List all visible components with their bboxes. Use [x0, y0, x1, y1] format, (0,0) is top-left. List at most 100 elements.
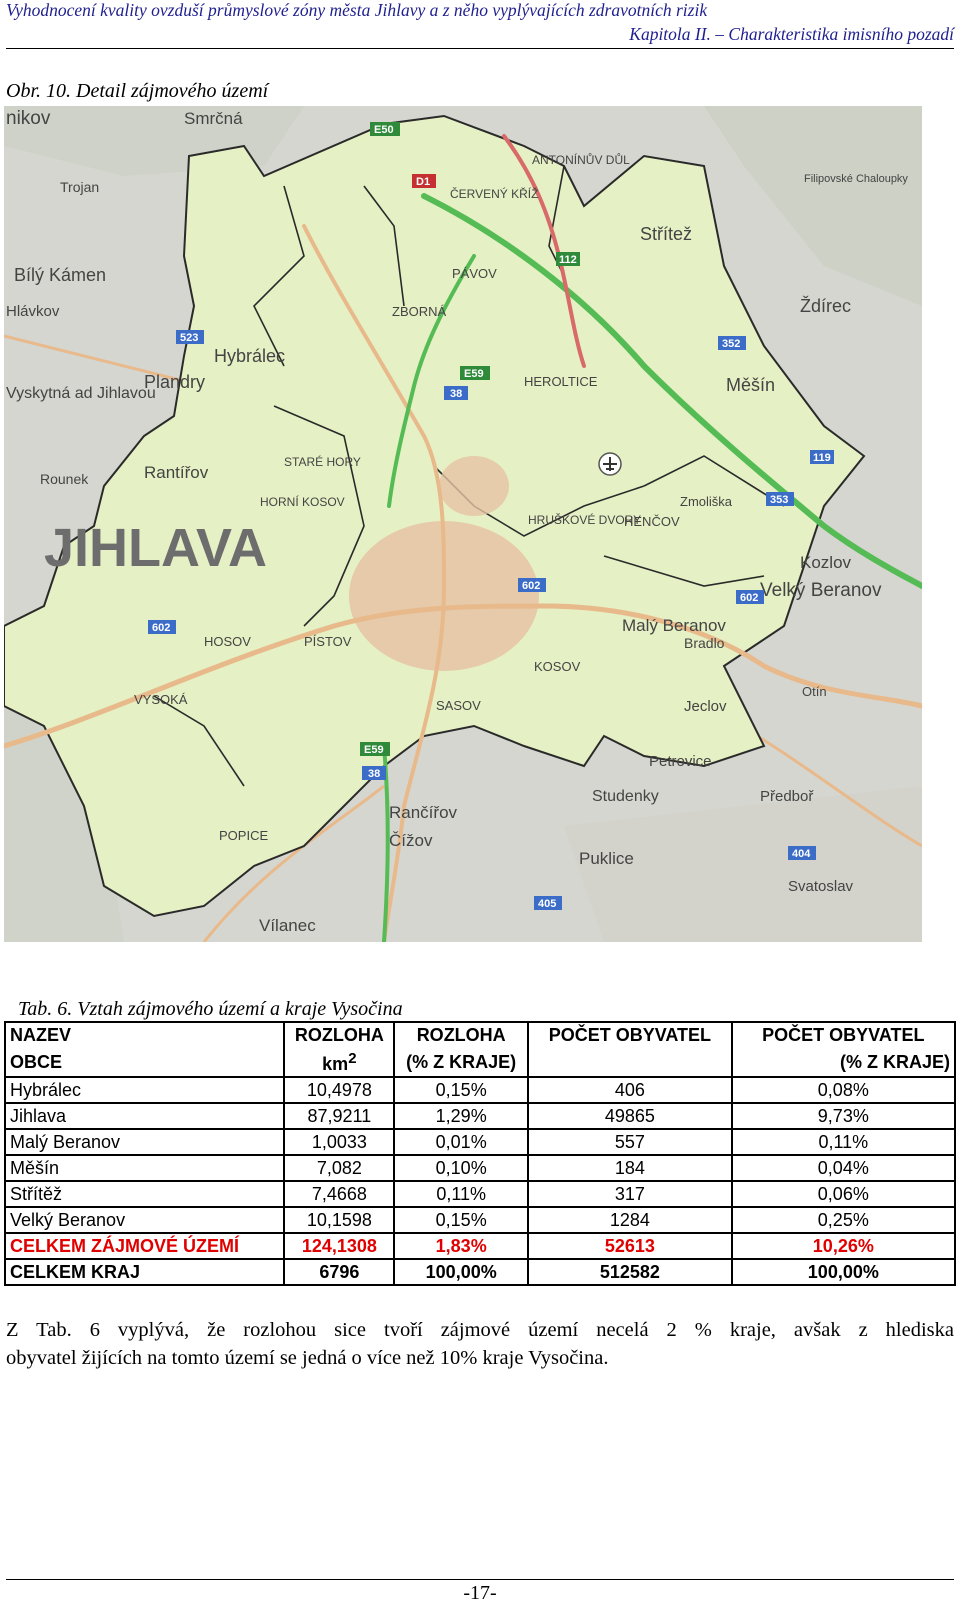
label-stritez: Střítež	[640, 224, 692, 244]
paragraph-line: Z Tab. 6 vyplývá, že rozlohou sice tvoří…	[6, 1319, 954, 1341]
table-caption: Tab. 6. Vztah zájmového území a kraje Vy…	[18, 998, 403, 1020]
label-pavov: PÁVOV	[452, 266, 497, 281]
label-cizov: Čížov	[389, 831, 433, 850]
header-cell: (% Z KRAJE)	[393, 1047, 530, 1078]
cell-area-pct: 100,00%	[393, 1258, 530, 1286]
cell-population: 317	[527, 1180, 733, 1208]
map-figure: JIHLAVA Hybrálec Bílý Kámen Plandry Vysk…	[4, 106, 922, 942]
header-cell: ROZLOHA	[283, 1021, 396, 1047]
table-row: Měšín 7,082 0,10% 184 0,04%	[3, 1154, 957, 1182]
label-stare-hory: STARÉ HORY	[284, 454, 361, 469]
cell-area-pct: 0,10%	[393, 1154, 530, 1182]
road-shield-602-center: 602	[522, 580, 540, 592]
road-shield-602-west: 602	[152, 622, 170, 634]
header-rule	[6, 48, 954, 49]
cell-name: Střítěž	[3, 1180, 286, 1208]
road-shield-112: 112	[559, 254, 577, 266]
cell-area: 10,4978	[283, 1076, 396, 1104]
label-zdirec: Ždírec	[800, 296, 851, 316]
header-cell: (% Z KRAJE)	[730, 1047, 957, 1078]
label-filipovske: Filipovské Chaloupky	[804, 173, 908, 185]
label-zmoliska: Zmoliška	[680, 494, 733, 509]
cell-population-pct: 10,26%	[730, 1232, 957, 1260]
cell-population: 1284	[527, 1206, 733, 1234]
table-total-row: CELKEM ZÁJMOVÉ ÚZEMÍ 124,1308 1,83% 5261…	[3, 1232, 957, 1260]
unit-text: km	[322, 1054, 349, 1074]
road-shield-e50: E50	[374, 124, 394, 136]
motorway-d1	[421, 193, 922, 589]
page-number: -17-	[463, 1582, 497, 1604]
paragraph-line: obyvatel žijících na tomto území se jedn…	[6, 1347, 609, 1369]
table-header-row: OBCE km2 (% Z KRAJE) (% Z KRAJE)	[3, 1047, 957, 1078]
figure-caption: Obr. 10. Detail zájmového území	[6, 80, 269, 102]
road-shield-352: 352	[722, 338, 740, 350]
label-svatoslav: Svatoslav	[788, 878, 854, 895]
label-pistov: PÍSTOV	[304, 634, 352, 649]
running-header-chapter: Kapitola II. – Charakteristika imisního …	[629, 24, 954, 44]
table-row: Hybrálec 10,4978 0,15% 406 0,08%	[3, 1076, 957, 1104]
label-zborna: ZBORNÁ	[392, 304, 447, 319]
road-shield-523: 523	[180, 332, 198, 344]
table-header-row: NAZEV ROZLOHA ROZLOHA POČET OBYVATEL POČ…	[3, 1021, 957, 1047]
label-antoninuv-dul: ANTONÍNŮV DŮL	[532, 152, 630, 167]
table-row: Velký Beranov 10,1598 0,15% 1284 0,25%	[3, 1206, 957, 1234]
cell-name: CELKEM ZÁJMOVÉ ÚZEMÍ	[3, 1232, 286, 1260]
cell-population-pct: 0,11%	[730, 1128, 957, 1156]
cell-name: Jihlava	[3, 1102, 286, 1130]
table-row: Jihlava 87,9211 1,29% 49865 9,73%	[3, 1102, 957, 1130]
cell-population: 406	[527, 1076, 733, 1104]
cell-population-pct: 9,73%	[730, 1102, 957, 1130]
cell-population: 557	[527, 1128, 733, 1156]
road-shield-e59-south: E59	[364, 744, 384, 756]
label-popice: POPICE	[219, 828, 268, 843]
road-shield-38: 38	[450, 388, 462, 400]
road-shield-353: 353	[770, 494, 788, 506]
cell-population-pct: 0,25%	[730, 1206, 957, 1234]
label-hybralec: Hybrálec	[214, 346, 285, 366]
label-trojan: Trojan	[60, 179, 99, 195]
airport-icon	[598, 452, 622, 476]
label-rantirov: Rantířov	[144, 463, 209, 482]
cell-name: Hybrálec	[3, 1076, 286, 1104]
label-bradlo: Bradlo	[684, 635, 725, 651]
cell-name: Měšín	[3, 1154, 286, 1182]
header-cell: ROZLOHA	[393, 1021, 530, 1047]
label-nikov: nikov	[6, 108, 51, 129]
cell-name: Malý Beranov	[3, 1128, 286, 1156]
label-hruskove-dvory: HRUŠKOVÉ DVORY	[528, 512, 641, 527]
study-area-boundary	[4, 114, 866, 918]
label-hencov: HENČOV	[624, 514, 680, 529]
cell-area-pct: 0,11%	[393, 1180, 530, 1208]
header-cell: OBCE	[3, 1047, 286, 1078]
label-bily-kamen: Bílý Kámen	[14, 265, 106, 285]
cell-population-pct: 100,00%	[730, 1258, 957, 1286]
body-paragraph: Z Tab. 6 vyplývá, že rozlohou sice tvoří…	[6, 1316, 954, 1372]
cell-population: 52613	[527, 1232, 733, 1260]
table-row: Malý Beranov 1,0033 0,01% 557 0,11%	[3, 1128, 957, 1156]
cell-area-pct: 1,83%	[393, 1232, 530, 1260]
label-hosov: HOSOV	[204, 634, 251, 649]
label-ranchirov: Rančířov	[389, 803, 458, 822]
label-petrovice: Petrovice	[649, 753, 712, 770]
label-herltice: HEROLTICE	[524, 374, 598, 389]
cell-area: 87,9211	[283, 1102, 396, 1130]
label-sasov: SASOV	[436, 698, 481, 713]
label-predbor: Předboř	[760, 788, 814, 805]
footer-rule	[6, 1579, 954, 1580]
cell-area: 6796	[283, 1258, 396, 1286]
cell-area-pct: 1,29%	[393, 1102, 530, 1130]
cell-population: 184	[527, 1154, 733, 1182]
label-studenky: Studenky	[592, 788, 659, 805]
cell-area: 7,082	[283, 1154, 396, 1182]
road-602	[4, 603, 922, 749]
motorway-e59	[387, 254, 476, 508]
cell-name: CELKEM KRAJ	[3, 1258, 286, 1286]
label-hlavkov: Hlávkov	[6, 303, 60, 320]
road-38	[302, 224, 447, 942]
cell-population: 512582	[527, 1258, 733, 1286]
cell-population-pct: 0,08%	[730, 1076, 957, 1104]
header-cell: NAZEV	[3, 1021, 286, 1047]
cell-area-pct: 0,15%	[393, 1076, 530, 1104]
header-cell: POČET OBYVATEL	[527, 1021, 733, 1047]
label-velky-beranov: Velký Beranov	[760, 580, 882, 601]
